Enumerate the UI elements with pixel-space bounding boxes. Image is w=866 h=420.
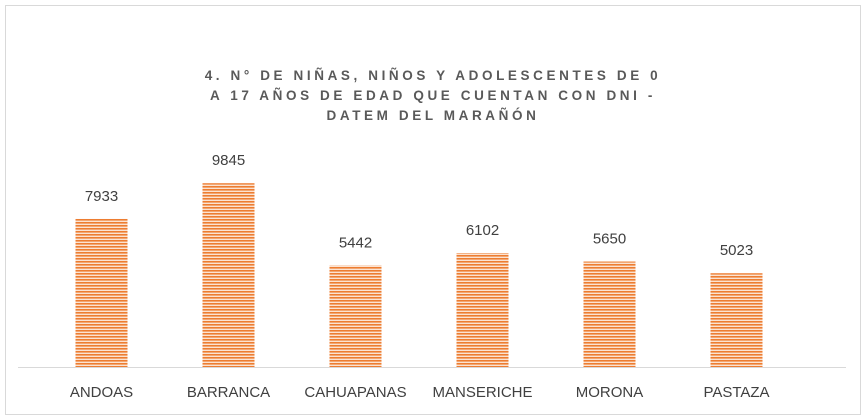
bar: [75, 218, 128, 367]
bar: [329, 265, 382, 367]
x-tick-label: PASTAZA: [703, 384, 769, 401]
bar: [202, 183, 255, 367]
x-tick-label: CAHUAPANAS: [304, 384, 406, 401]
x-tick-label: MORONA: [576, 384, 644, 401]
x-tick-label: BARRANCA: [187, 384, 270, 401]
x-tick-label: MANSERICHE: [432, 384, 532, 401]
bar: [456, 253, 509, 367]
x-tick-label: ANDOAS: [70, 384, 133, 401]
chart-title: 4. N° DE NIÑAS, NIÑOS Y ADOLESCENTES DE …: [204, 68, 662, 123]
data-label: 6102: [466, 222, 499, 239]
data-label: 5650: [593, 231, 626, 248]
data-label: 7933: [85, 188, 118, 205]
bar: [710, 273, 763, 367]
bar: [583, 261, 636, 367]
data-label: 9845: [212, 152, 245, 169]
data-label: 5442: [339, 234, 372, 251]
data-label: 5023: [720, 242, 753, 259]
